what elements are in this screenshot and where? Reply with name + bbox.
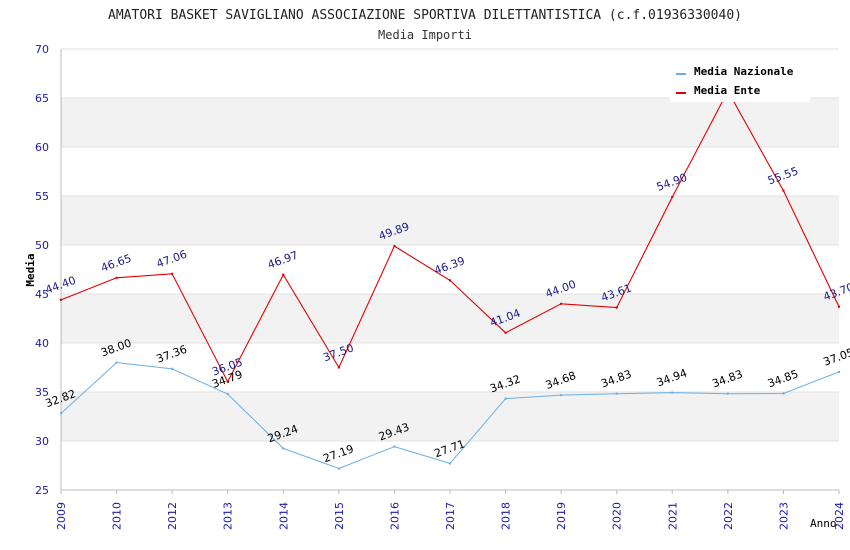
y-tick-label: 30 (35, 435, 49, 448)
x-tick-label: 2015 (333, 502, 346, 530)
y-tick-label: 40 (35, 337, 49, 350)
data-point (782, 189, 785, 192)
y-tick-label: 55 (35, 190, 49, 203)
x-tick-label: 2014 (277, 502, 290, 530)
x-tick-label: 2016 (388, 502, 401, 530)
data-point (782, 392, 785, 395)
data-point (282, 273, 285, 276)
data-point (170, 367, 174, 371)
grid-band (61, 98, 839, 147)
data-point (448, 462, 452, 465)
x-tick-label: 2022 (722, 502, 735, 530)
grid-band (61, 294, 839, 343)
x-tick-label: 2021 (666, 502, 679, 530)
data-point (170, 272, 174, 276)
data-point (393, 244, 396, 248)
x-axis-title: Anno (810, 517, 837, 530)
y-tick-label: 25 (35, 484, 49, 497)
data-point (115, 276, 118, 280)
legend-box (670, 58, 810, 102)
legend-label: Media Nazionale (694, 65, 794, 78)
x-tick-label: 2010 (111, 502, 124, 530)
chart-title: AMATORI BASKET SAVIGLIANO ASSOCIAZIONE S… (108, 8, 742, 23)
x-tick-label: 2009 (55, 502, 68, 530)
data-point (615, 392, 618, 395)
data-point (115, 361, 118, 364)
data-point (726, 392, 730, 395)
x-tick-label: 2018 (500, 502, 513, 530)
grid-band (61, 196, 839, 245)
data-point (59, 298, 63, 302)
data-point (337, 366, 341, 369)
data-point (671, 195, 674, 199)
axes: 25 30 35 40 45 50 55 60 65 70 2009 2010 2012 2013 2014… (35, 43, 846, 530)
x-tick-label: 2017 (444, 502, 457, 530)
grid-bands (61, 48, 839, 491)
x-tick-label: 2023 (777, 502, 790, 530)
x-tick-label: 2019 (555, 502, 568, 530)
grid-band (61, 392, 839, 441)
y-tick-label: 60 (35, 141, 49, 154)
data-point (559, 302, 563, 305)
series-layer (59, 89, 841, 470)
data-point (504, 331, 507, 335)
data-point (559, 393, 563, 397)
data-point (282, 447, 285, 450)
data-point (226, 380, 229, 383)
y-tick-label: 70 (35, 43, 49, 56)
chart-subtitle: Media Importi (378, 28, 472, 42)
y-tick-label: 35 (35, 386, 49, 399)
data-point (59, 412, 63, 415)
legend-label: Media Ente (694, 84, 761, 97)
x-tick-label: 2013 (222, 502, 235, 530)
y-tick-label: 45 (35, 288, 49, 301)
data-point (837, 370, 841, 374)
data-point (504, 397, 507, 400)
x-tick-label: 2024 (833, 502, 846, 530)
data-point (337, 467, 341, 470)
x-tick-label: 2012 (166, 502, 179, 530)
data-point (671, 391, 674, 394)
legend: Media Nazionale Media Ente (670, 58, 810, 102)
data-point (837, 305, 841, 308)
y-tick-label: 65 (35, 92, 49, 105)
data-point (226, 392, 229, 396)
data-point (615, 306, 618, 309)
x-tick-label: 2020 (611, 502, 624, 530)
y-axis-title: Media (24, 253, 37, 286)
y-tick-label: 50 (35, 239, 49, 252)
data-point (448, 279, 452, 282)
data-point (393, 445, 396, 448)
